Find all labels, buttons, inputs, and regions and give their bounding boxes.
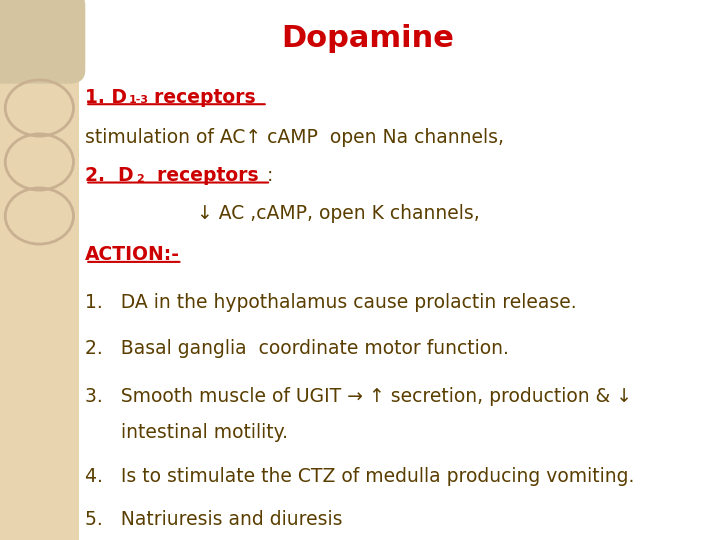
Text: receptors: receptors (144, 166, 259, 185)
Text: ACTION:-: ACTION:- (85, 245, 180, 265)
FancyBboxPatch shape (0, 0, 78, 540)
Text: 4.   Is to stimulate the CTZ of medulla producing vomiting.: 4. Is to stimulate the CTZ of medulla pr… (85, 467, 634, 486)
Text: 2: 2 (137, 174, 144, 184)
Text: 1.   DA in the hypothalamus cause prolactin release.: 1. DA in the hypothalamus cause prolacti… (85, 293, 577, 312)
Text: intestinal motility.: intestinal motility. (85, 422, 288, 442)
Text: 2.  D: 2. D (85, 166, 134, 185)
FancyBboxPatch shape (0, 0, 85, 84)
Text: receptors: receptors (141, 87, 256, 107)
Text: stimulation of AC↑ cAMP  open Na channels,: stimulation of AC↑ cAMP open Na channels… (85, 128, 504, 147)
Text: 5.   Natriuresis and diuresis: 5. Natriuresis and diuresis (85, 510, 343, 529)
Text: 1. D: 1. D (85, 87, 127, 107)
Text: :: : (261, 166, 274, 185)
Text: Dopamine: Dopamine (281, 24, 454, 53)
Text: 1-3: 1-3 (129, 95, 148, 105)
Text: 2.   Basal ganglia  coordinate motor function.: 2. Basal ganglia coordinate motor functi… (85, 339, 509, 358)
Text: 3.   Smooth muscle of UGIT → ↑ secretion, production & ↓: 3. Smooth muscle of UGIT → ↑ secretion, … (85, 387, 632, 407)
Text: ↓ AC ,cAMP, open K channels,: ↓ AC ,cAMP, open K channels, (197, 204, 480, 223)
